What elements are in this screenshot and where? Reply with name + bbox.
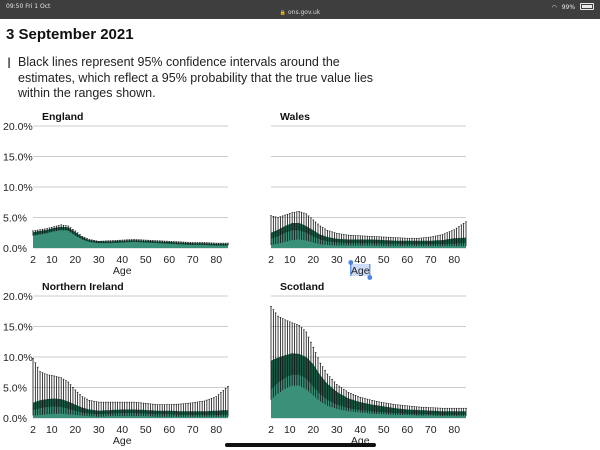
lock-icon: 🔒 [279,10,286,16]
x-tick-label: 60 [163,424,175,436]
x-tick-label: 2 [268,254,274,266]
page-date-heading: 3 September 2021 [6,26,134,43]
y-tick-label: 15.0% [3,322,33,334]
confidence-interval-note: Black lines represent 95% confidence int… [18,55,374,100]
x-tick-label: 30 [93,254,105,266]
text-cursor-icon: I [7,56,12,72]
x-axis-label: Age [351,265,370,277]
x-tick-label: 80 [210,254,222,266]
x-tick-label: 40 [116,254,128,266]
x-tick-label: 10 [284,424,296,436]
x-tick-label: 70 [187,254,199,266]
x-tick-label: 20 [307,424,319,436]
x-tick-label: 50 [140,254,152,266]
status-indicators: ◠ 99% [549,3,594,11]
x-tick-label: 2 [30,424,36,436]
status-bar: 09:50 Fri 1 Oct 🔒 ons.gov.uk ◠ 99% [0,0,600,19]
address-bar-url: ons.gov.uk [287,9,321,16]
x-tick-label: 70 [425,254,437,266]
x-tick-label: 50 [378,424,390,436]
y-tick-label: 5.0% [3,213,27,225]
y-tick-label: 10.0% [3,182,33,194]
x-tick-label: 40 [354,424,366,436]
y-tick-label: 15.0% [3,152,33,164]
x-tick-label: 60 [401,254,413,266]
estimate-area [271,229,466,248]
y-tick-label: 20.0% [3,291,33,303]
battery-percent: 99% [561,4,576,11]
chart-panel: Wales 2 10 20 30 40 50 60 70 80 Age [268,111,467,280]
y-tick-label: 20.0% [3,121,33,133]
y-tick-label: 5.0% [3,383,27,395]
chart-title: Northern Ireland [42,281,124,293]
chart-title: England [42,111,83,123]
chart-title: Scotland [280,281,324,293]
status-clock: 09:50 [6,3,24,10]
x-tick-label: 50 [140,424,152,436]
status-time: 09:50 Fri 1 Oct [6,3,50,10]
y-tick-label: 10.0% [3,352,33,364]
y-tick-label: 0.0% [3,243,27,255]
selection-start-knob [348,260,354,265]
status-date: Fri 1 Oct [25,3,51,10]
x-axis-label: Age [113,435,132,447]
estimate-area [271,374,466,418]
estimate-area [33,405,228,418]
battery-icon [580,3,594,10]
x-tick-label: 30 [331,254,343,266]
wifi-icon: ◠ [551,4,557,11]
selection-end-knob [367,275,373,280]
chart-panel: 20.0% 15.0% 10.0% 5.0% 0.0% England 2 10 20 30 40 5… [3,111,229,277]
x-tick-label: 50 [378,254,390,266]
address-bar[interactable]: 🔒 ons.gov.uk [0,9,600,16]
x-tick-label: 10 [284,254,296,266]
x-tick-label: 40 [116,424,128,436]
x-tick-label: 70 [425,424,437,436]
x-tick-label: 10 [46,424,58,436]
x-tick-label: 20 [69,254,81,266]
x-tick-label: 80 [210,424,222,436]
x-tick-label: 2 [30,254,36,266]
home-indicator[interactable] [225,443,376,447]
x-tick-label: 70 [187,424,199,436]
x-tick-label: 80 [448,254,460,266]
x-axis-label: Age [113,265,132,277]
x-tick-label: 30 [331,424,343,436]
chart-panel: 20.0% 15.0% 10.0% 5.0% 0.0% Northern Ireland 2… [3,281,229,447]
x-tick-label: 10 [46,254,58,266]
y-tick-label: 0.0% [3,413,27,425]
x-tick-label: 60 [163,254,175,266]
x-tick-label: 60 [401,424,413,436]
x-tick-label: 20 [69,424,81,436]
chart-title: Wales [280,111,310,123]
x-tick-label: 80 [448,424,460,436]
estimate-area [33,229,228,248]
x-tick-label: 40 [354,254,366,266]
x-tick-label: 30 [93,424,105,436]
x-tick-label: 2 [268,424,274,436]
x-tick-label: 20 [307,254,319,266]
text-selection-highlight [350,264,370,276]
